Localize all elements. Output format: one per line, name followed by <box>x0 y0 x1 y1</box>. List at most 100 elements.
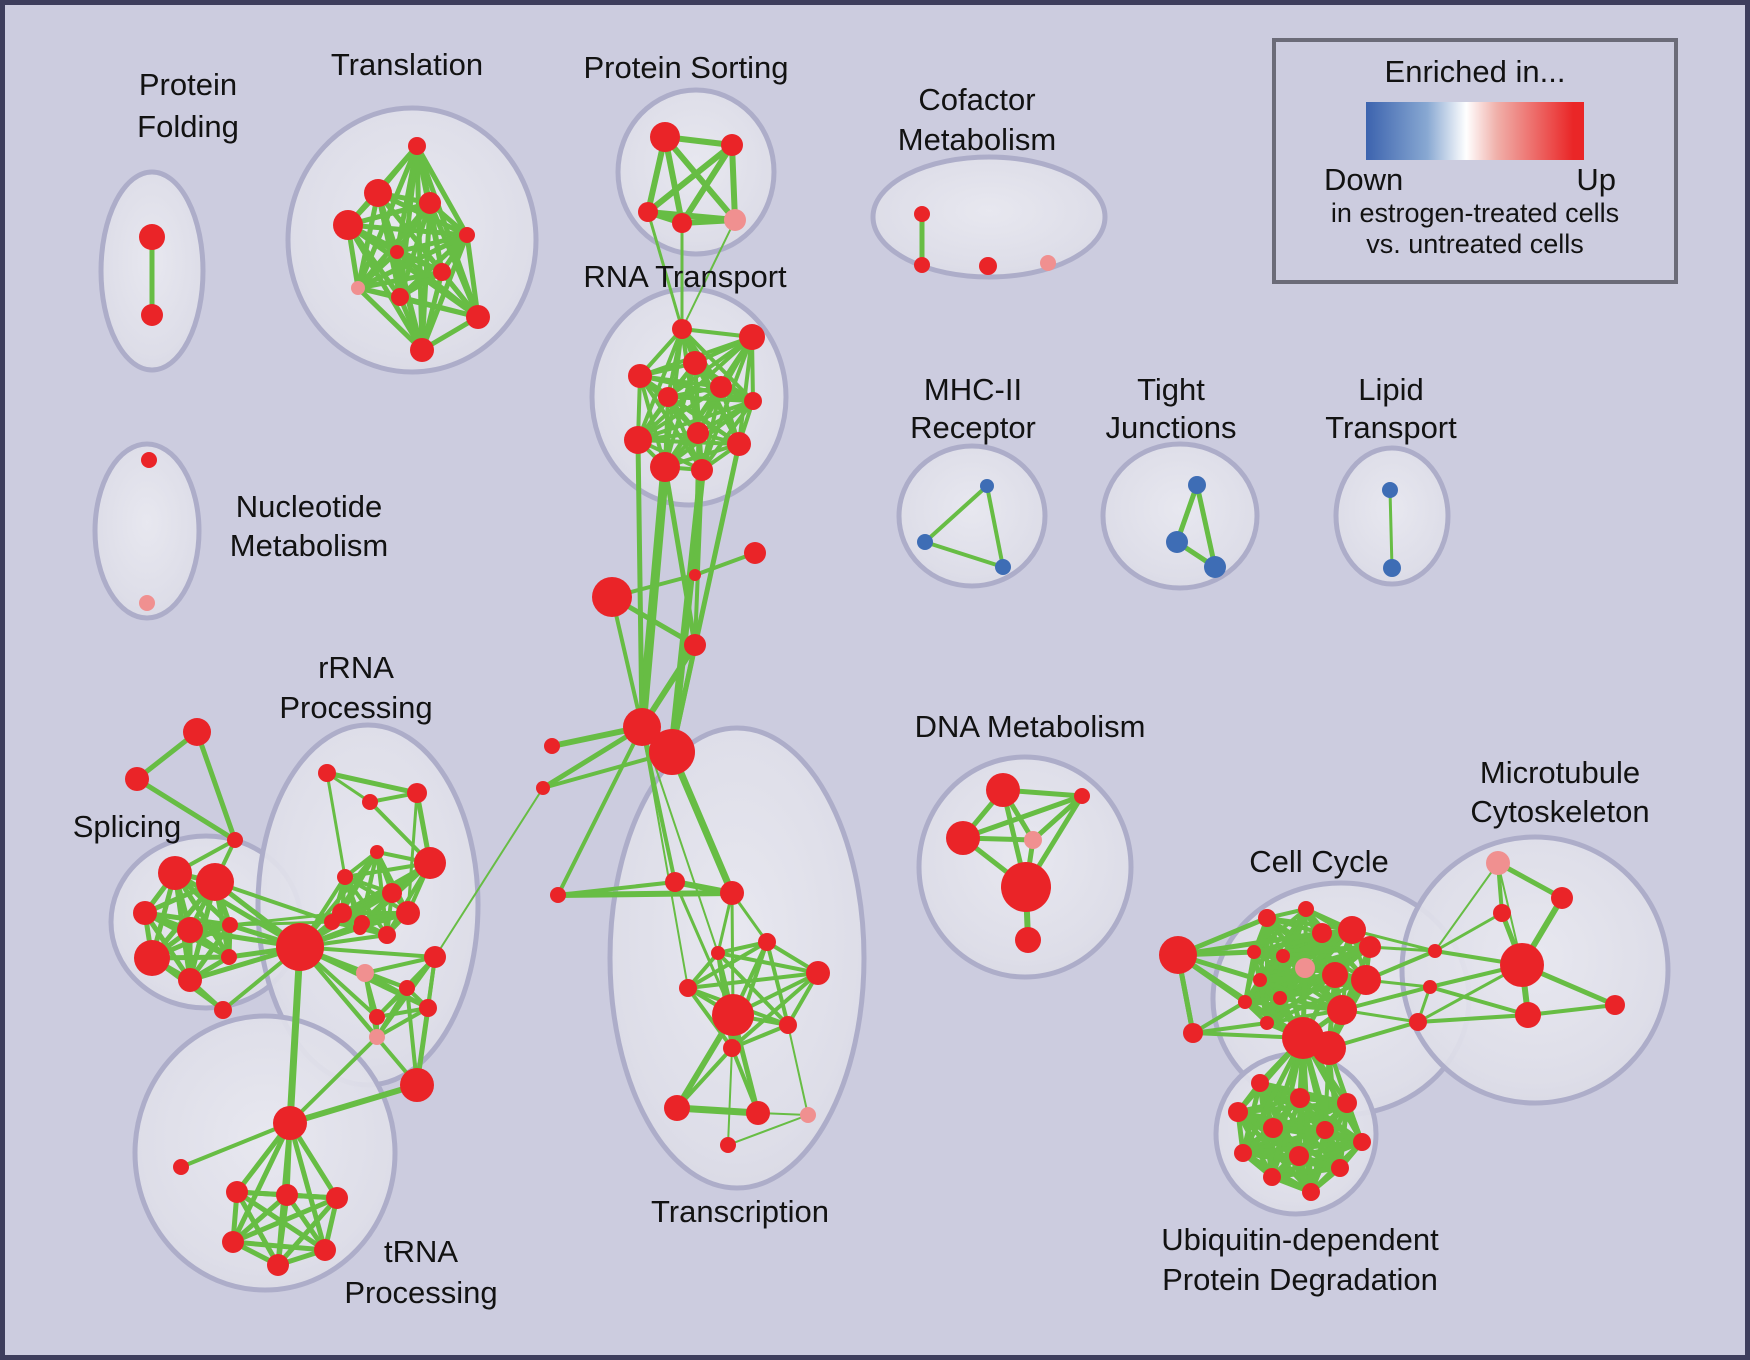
legend-up-label: Up <box>1576 162 1616 197</box>
gene-set-node <box>1312 1031 1346 1065</box>
gene-set-node <box>222 917 238 933</box>
edge <box>286 943 304 1127</box>
edge <box>1281 945 1372 958</box>
gene-set-node <box>364 179 392 207</box>
edge <box>673 880 735 1017</box>
gene-set-node <box>276 1184 298 1206</box>
gene-set-node <box>672 319 692 339</box>
cluster-label-mhc-ii-receptor: MHC-II <box>924 372 1022 407</box>
cluster-label-splicing: Splicing <box>73 809 182 844</box>
gene-set-node <box>226 1181 248 1203</box>
edge <box>230 1192 290 1245</box>
gene-set-node <box>227 832 243 848</box>
gene-set-node <box>370 845 384 859</box>
edge <box>555 890 735 898</box>
edge <box>636 327 684 442</box>
gene-set-node <box>1247 945 1261 959</box>
legend-caption-line1: in estrogen-treated cells <box>1330 198 1620 228</box>
gene-set-node <box>739 324 765 350</box>
edge <box>693 468 704 577</box>
gene-set-node <box>1166 531 1188 553</box>
gene-set-node <box>1409 1013 1427 1031</box>
gene-set-node <box>712 994 754 1036</box>
cluster-label-dna-metabolism: DNA Metabolism <box>915 709 1146 744</box>
gene-set-node <box>806 961 830 985</box>
edge <box>230 1195 340 1245</box>
gene-set-node <box>1337 1093 1357 1113</box>
gene-set-node <box>178 968 202 992</box>
edge <box>716 951 790 1027</box>
gene-set-node <box>314 1239 336 1261</box>
edge <box>686 971 820 990</box>
gene-set-node <box>1204 556 1226 578</box>
gene-set-node <box>628 364 652 388</box>
cluster-label-mhc-ii-receptor: Receptor <box>910 410 1036 445</box>
gene-set-node <box>536 781 550 795</box>
gene-set-node <box>400 1068 434 1102</box>
edge <box>675 1046 734 1110</box>
legend-box: Enriched in... Down Up in estrogen-treat… <box>1272 38 1678 284</box>
gene-set-node <box>221 949 237 965</box>
edge <box>1240 1127 1328 1156</box>
gene-set-node <box>1263 1118 1283 1138</box>
gene-set-node <box>1605 995 1625 1015</box>
gene-set-node <box>419 999 437 1017</box>
edge <box>179 1121 292 1169</box>
cluster-label-cofactor-metabolism: Metabolism <box>898 122 1057 157</box>
gene-set-node <box>1188 476 1206 494</box>
edge <box>645 142 735 215</box>
edge <box>355 285 425 353</box>
cluster-label-translation: Translation <box>331 47 483 82</box>
gene-set-node <box>362 794 378 810</box>
edge <box>1269 1035 1306 1180</box>
cluster-label-ubiquitin-degradation: Protein Degradation <box>1162 1262 1438 1297</box>
gene-set-node <box>1251 1074 1269 1092</box>
edge <box>727 1114 809 1146</box>
gene-set-node <box>800 1107 816 1123</box>
gene-set-node <box>1015 927 1041 953</box>
legend-ends-row: Down Up <box>1276 160 1674 198</box>
edge <box>673 1104 762 1117</box>
gene-set-node <box>1276 949 1290 963</box>
cluster-label-cofactor-metabolism: Cofactor <box>918 82 1035 117</box>
edge <box>394 232 470 255</box>
gene-set-node <box>1290 1088 1310 1108</box>
edge <box>355 249 400 291</box>
cluster-label-tight-junctions: Junctions <box>1106 410 1237 445</box>
gene-set-node <box>638 202 658 222</box>
gene-set-node <box>369 1009 385 1025</box>
edge <box>686 986 734 1050</box>
gene-set-node <box>408 137 426 155</box>
gene-set-node <box>351 281 365 295</box>
edge <box>288 1035 379 1125</box>
gene-set-node <box>267 1254 289 1276</box>
gene-set-node <box>414 847 446 879</box>
gene-set-node <box>410 338 434 362</box>
edge <box>637 462 670 732</box>
gene-set-node <box>544 738 560 754</box>
edge <box>228 911 344 927</box>
gene-set-node <box>550 887 566 903</box>
edge <box>355 269 445 291</box>
edge <box>1269 1165 1343 1180</box>
gene-set-node <box>1382 482 1398 498</box>
cluster-ellipse-cofactor-metabolism <box>870 154 1108 280</box>
edge <box>230 1120 293 1245</box>
edge <box>464 232 481 320</box>
edge <box>287 1082 420 1126</box>
edge <box>662 464 698 648</box>
gene-set-node <box>466 305 490 329</box>
gene-set-node <box>724 209 746 231</box>
gene-set-node <box>979 257 997 275</box>
edge <box>666 395 755 403</box>
edge <box>1194 482 1218 570</box>
gene-set-node <box>650 122 680 152</box>
gene-set-node <box>650 452 680 482</box>
gene-set-node <box>158 856 192 890</box>
edge <box>727 1047 733 1146</box>
edge <box>1030 793 1085 843</box>
edge <box>1327 1046 1342 1170</box>
edge <box>414 143 470 238</box>
gene-set-node <box>746 1101 770 1125</box>
edge <box>1240 1035 1306 1156</box>
